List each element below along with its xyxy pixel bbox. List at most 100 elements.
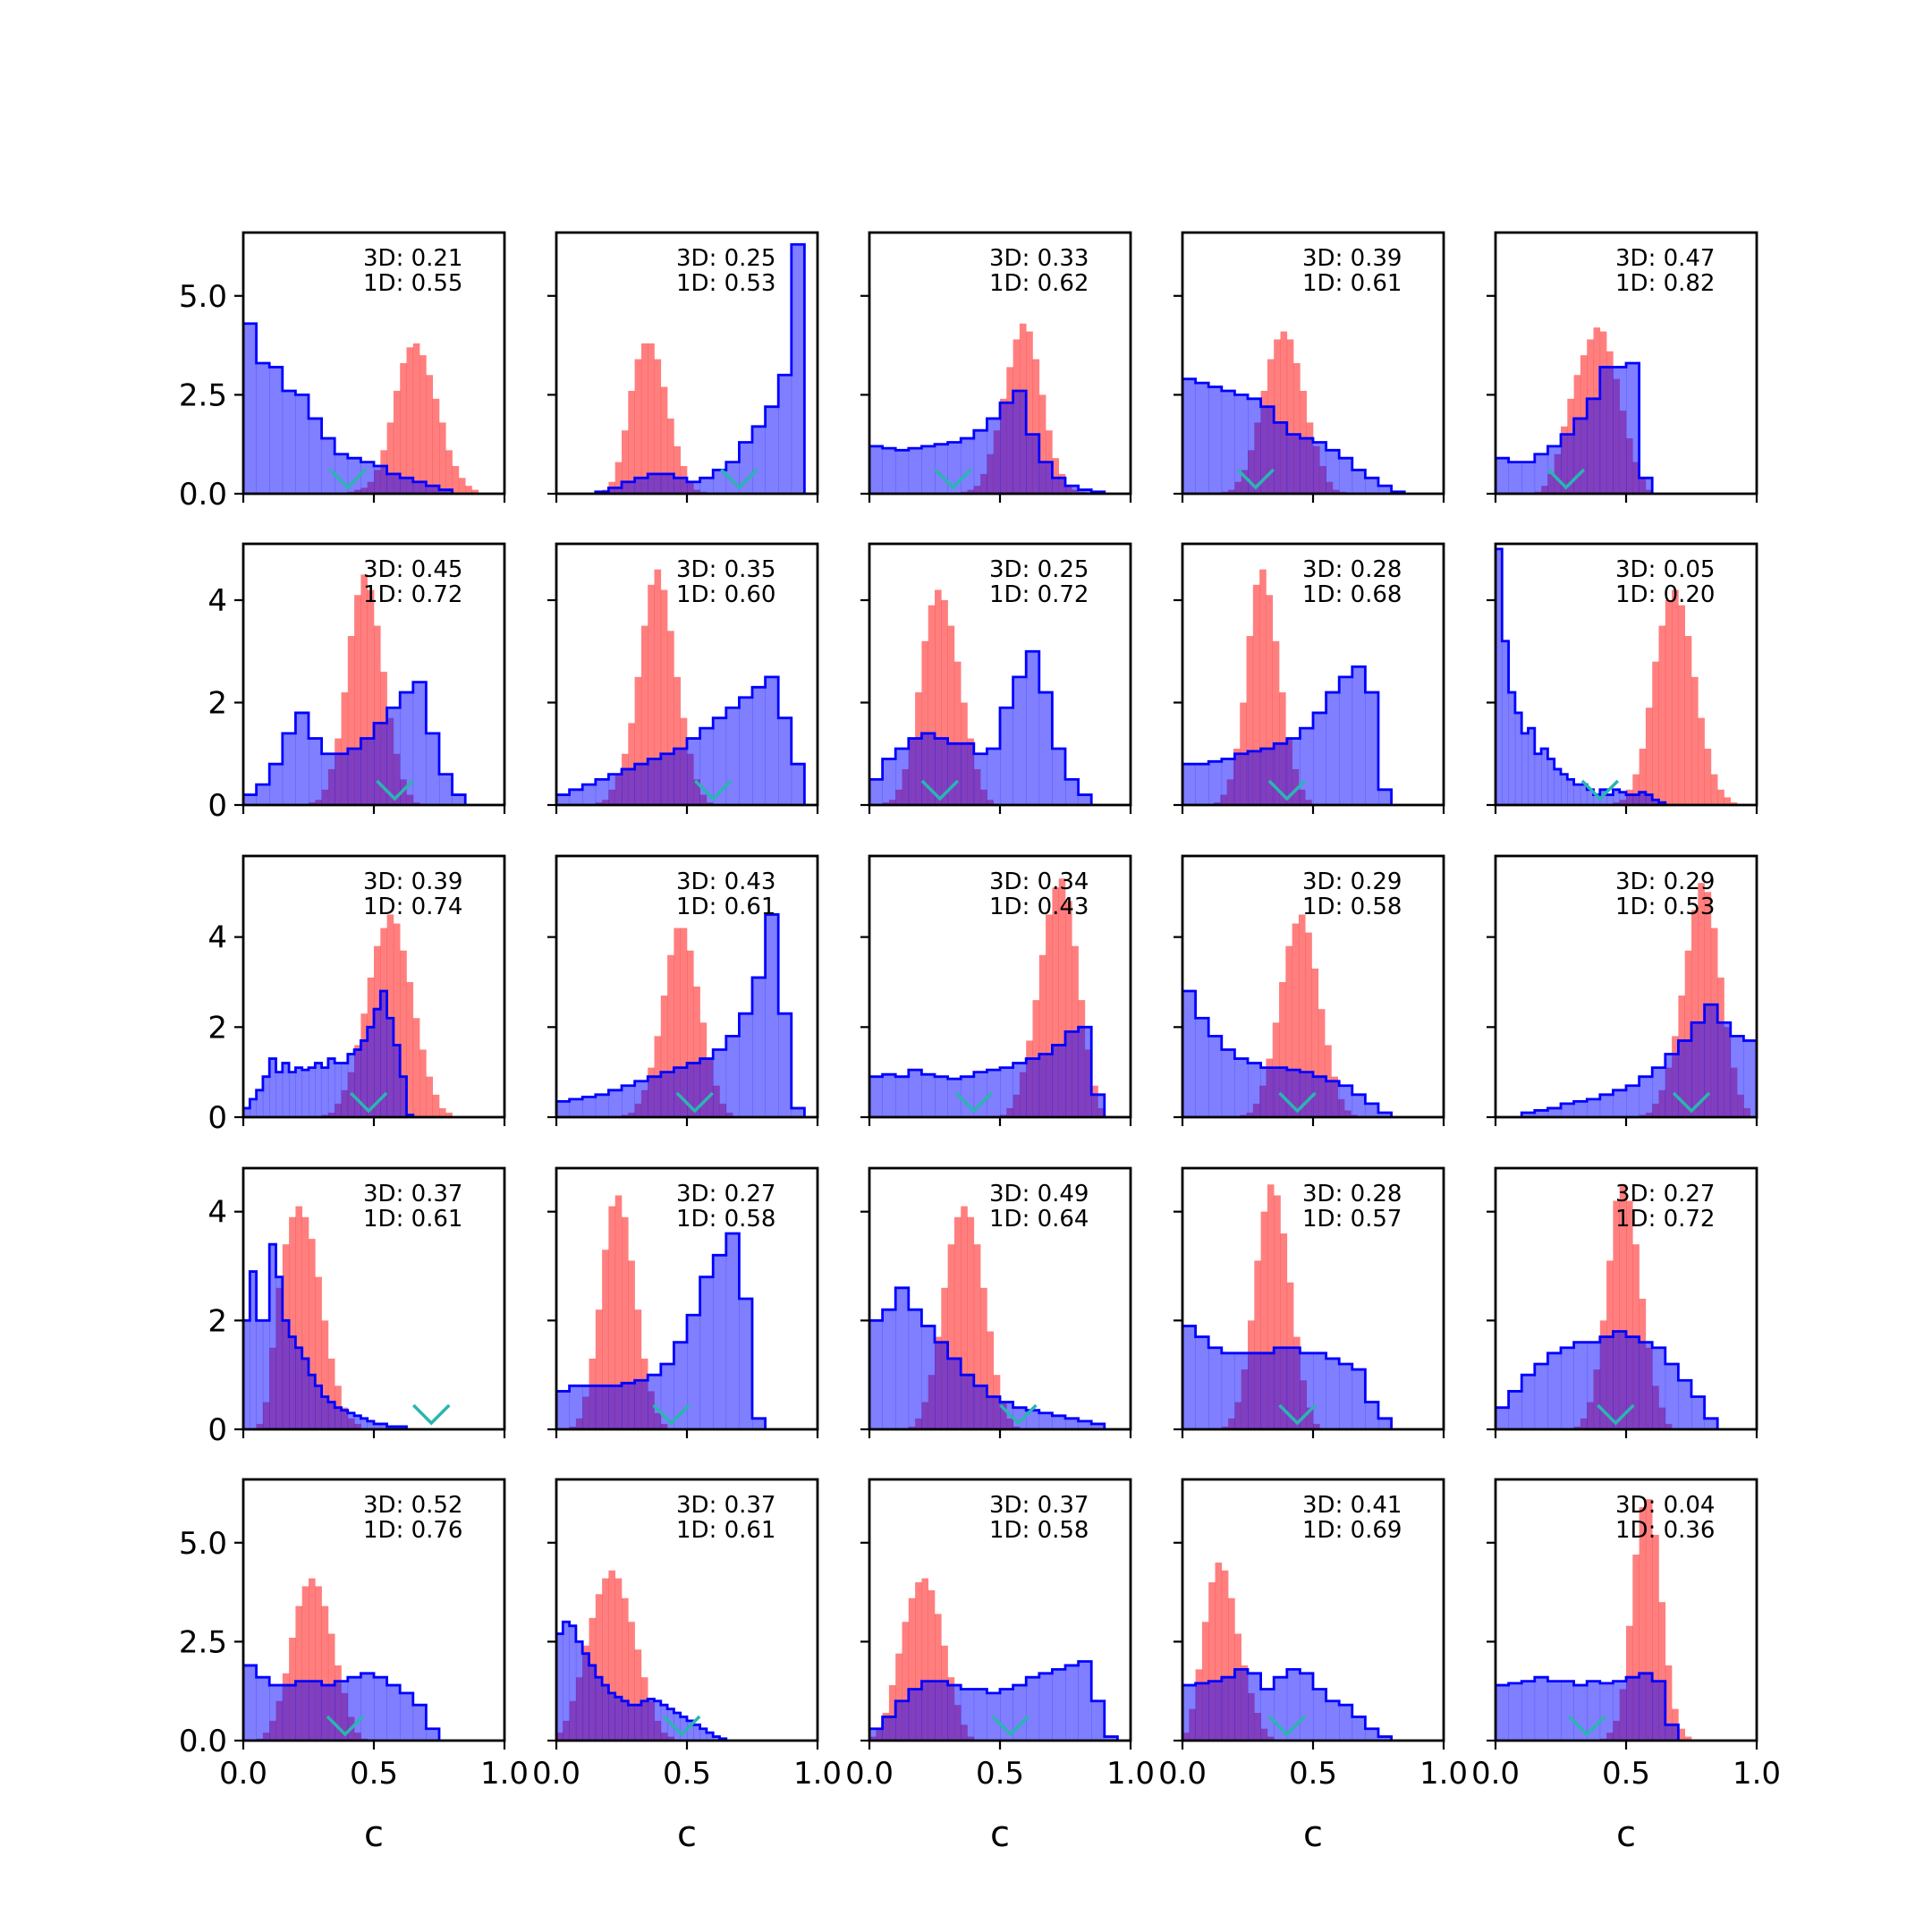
red-bar	[315, 1276, 322, 1429]
blue-bar	[563, 1622, 570, 1741]
blue-bar	[869, 1320, 883, 1429]
subplot-annotation: 1D: 0.61	[676, 894, 775, 920]
blue-bar	[947, 743, 962, 805]
blue-step-outline	[869, 649, 1093, 805]
blue-step-outline	[556, 1232, 767, 1429]
red-bar	[1704, 749, 1712, 805]
red-bar	[902, 1622, 910, 1741]
blue-bar	[674, 478, 688, 494]
blue-bar	[1026, 651, 1040, 805]
red-bar	[1724, 797, 1732, 805]
blue-bar	[243, 1107, 250, 1117]
blue-bar	[295, 1347, 302, 1429]
blue-bar	[680, 1716, 688, 1741]
blue-bar	[947, 1079, 962, 1117]
blue-step-outline	[869, 1660, 1119, 1741]
red-bar	[1038, 394, 1046, 494]
blue-bar	[1658, 802, 1666, 805]
blue-bar	[608, 487, 623, 494]
red-bar	[967, 1216, 975, 1429]
subplot-annotation: 1D: 0.72	[989, 581, 1089, 608]
blue-bar	[1274, 422, 1288, 494]
blue-bar	[354, 1415, 361, 1429]
x-tick-label: 0.0	[219, 1756, 267, 1792]
blue-bar	[1182, 991, 1196, 1117]
blue-bar	[634, 764, 648, 805]
blue-bar	[1065, 1031, 1079, 1117]
blue-step-outline	[243, 681, 467, 805]
red-bar	[973, 1244, 981, 1429]
plot-area	[1496, 547, 1738, 805]
blue-bar	[1326, 450, 1340, 494]
blue-bar	[295, 712, 309, 805]
y-tick-label: 0.0	[179, 477, 227, 513]
subplot-annotation: 1D: 0.53	[676, 270, 775, 297]
blue-bar	[380, 991, 387, 1117]
blue-bar	[269, 1058, 276, 1117]
red-bar	[1632, 1555, 1640, 1741]
blue-bar	[1613, 789, 1620, 805]
blue-bar	[1704, 1418, 1718, 1429]
blue-bar	[1300, 728, 1314, 805]
blue-bar	[713, 717, 727, 805]
blue-bar	[289, 1072, 296, 1117]
plot-area	[243, 1206, 451, 1429]
red-bar	[660, 589, 668, 805]
blue-bar	[360, 738, 375, 805]
blue-bar	[269, 367, 284, 494]
blue-bar	[1365, 692, 1379, 805]
blue-bar	[335, 753, 349, 805]
blue-bar	[582, 1653, 589, 1741]
blue-bar	[1508, 692, 1516, 805]
blue-bar	[725, 1233, 740, 1429]
red-bar	[1684, 950, 1692, 1117]
estimate-marker	[954, 1091, 994, 1114]
blue-bar	[687, 738, 700, 805]
blue-bar	[869, 779, 883, 805]
blue-bar	[961, 743, 975, 805]
blue-bar	[1026, 1058, 1040, 1117]
subplot-annotation: 1D: 0.76	[363, 1517, 462, 1544]
blue-bar	[1573, 784, 1581, 805]
blue-bar	[1038, 462, 1053, 494]
blue-bar	[556, 794, 570, 805]
blue-bar	[1078, 794, 1092, 805]
subplot-annotation: 3D: 0.29	[1615, 869, 1715, 895]
blue-bar	[282, 733, 296, 805]
red-bar	[1293, 363, 1301, 494]
red-bar	[1058, 878, 1066, 1117]
red-bar	[595, 1594, 603, 1741]
blue-bar	[1547, 1681, 1562, 1741]
blue-bar	[1000, 1067, 1013, 1117]
blue-bar	[1195, 1336, 1209, 1429]
plot-area	[1496, 1184, 1719, 1429]
blue-bar	[1534, 1677, 1548, 1741]
blue-bar	[1038, 1412, 1053, 1429]
red-bar	[648, 343, 655, 494]
blue-bar	[1182, 1326, 1196, 1429]
blue-bar	[569, 789, 583, 805]
blue-bar	[1326, 1700, 1340, 1741]
blue-bar	[908, 448, 922, 494]
y-tick-label: 2.5	[179, 1624, 227, 1660]
plot-area	[556, 569, 806, 805]
blue-bar	[282, 1685, 296, 1741]
blue-bar	[660, 1364, 674, 1429]
blue-bar	[1639, 478, 1653, 494]
blue-bar	[1339, 458, 1353, 494]
blue-bar	[1678, 1040, 1692, 1117]
red-bar	[1032, 359, 1040, 494]
blue-bar	[947, 1358, 962, 1429]
blue-step-outline	[556, 1620, 728, 1741]
red-bar	[1678, 605, 1685, 805]
red-bar	[1658, 1602, 1666, 1741]
blue-bar	[660, 473, 674, 494]
red-bar	[1279, 981, 1286, 1117]
subplot-annotation: 3D: 0.52	[363, 1492, 462, 1519]
blue-bar	[1078, 1420, 1092, 1429]
plot-area	[1182, 1184, 1393, 1429]
blue-bar	[674, 1067, 688, 1117]
